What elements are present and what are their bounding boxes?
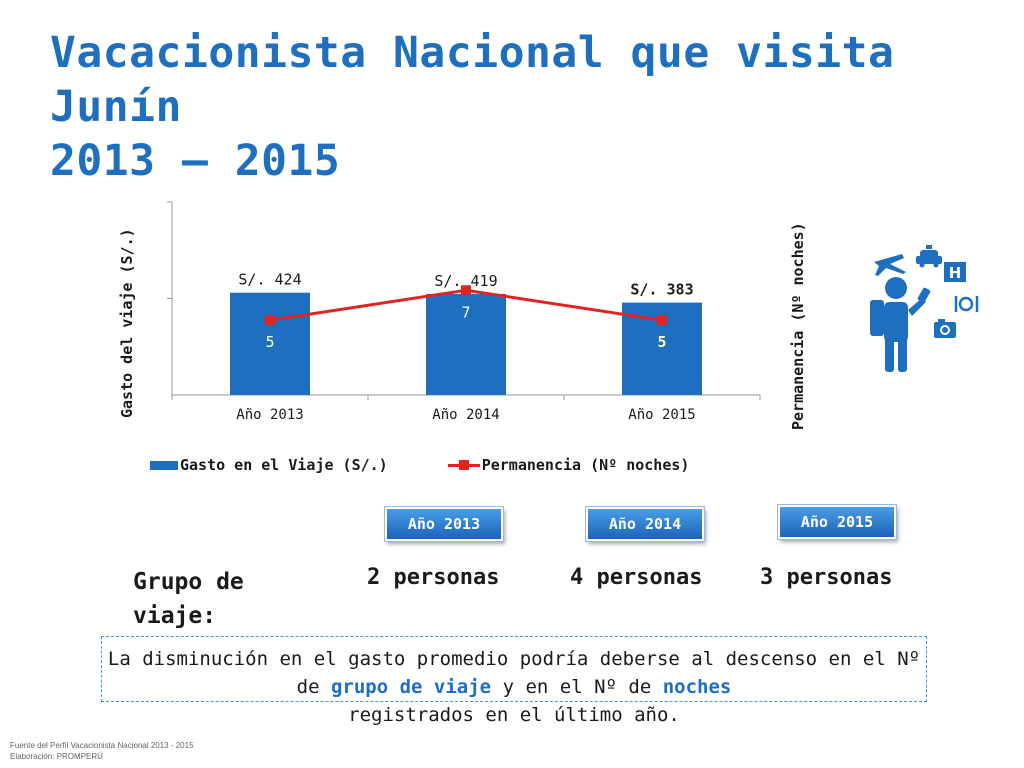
bar-label-2: S/. 383 [630,281,693,299]
group-label: Grupo de viaje: [133,569,244,629]
year-badge-2013: Año 2013 [385,507,503,541]
source-line-1: Fuente del Perfil Vacacionista Nacional … [10,741,194,750]
title-line-1: Vacacionista Nacional que visita [50,28,895,78]
legend-label-permanencia: Permanencia (Nº noches) [481,456,690,474]
airplane-icon [874,254,906,276]
source-note: Fuente del Perfil Vacacionista Nacional … [10,740,194,762]
page-title: Vacacionista Nacional que visita Junín 2… [50,26,990,188]
y-axis-right-label: Permanencia (Nº noches) [789,222,807,430]
note-highlight-nights: noches [662,676,732,698]
legend-label-gasto: Gasto en el Viaje (S/.) [180,456,388,474]
line-label-0: 5 [265,333,274,351]
group-value-2013: 2 personas [367,565,500,590]
bar-1 [426,293,506,395]
x-tick-label-1: Año 2014 [432,407,499,423]
x-tick-label-2: Año 2015 [628,407,695,423]
svg-text:H: H [949,264,962,282]
line-point-1 [461,285,471,296]
line-label-2: 5 [657,333,666,351]
traveler-icon: H [870,245,979,372]
title-line-3: 2013 – 2015 [50,136,341,186]
note-text-3: registrados en el último año. [348,704,680,726]
restaurant-icon [954,296,979,312]
title-line-2: Junín [50,82,182,132]
bar-label-1: S/. 419 [434,272,497,290]
line-point-0 [265,315,275,326]
chart-legend: Gasto en el Viaje (S/.) Permanencia (Nº … [150,456,749,474]
note-highlight-group: grupo de viaje [330,676,492,698]
group-value-2015: 3 personas [760,565,893,590]
combo-chart: S/. 424 Año 2013 S/. 419 Año 2014 S/. 383 Año… [167,201,761,423]
camera-icon [934,319,956,338]
conclusion-note: La disminución en el gasto promedio podr… [101,636,927,726]
source-line-2: Elaboración: PROMPERÚ [10,752,103,761]
line-point-2 [657,315,667,326]
group-value-2014: 4 personas [570,565,703,590]
x-tick-label-0: Año 2013 [236,407,303,423]
bar-label-0: S/. 424 [238,271,301,289]
note-text-2: y en el Nº de [491,676,663,698]
legend-swatch-bar [150,460,178,470]
line-label-1: 7 [461,303,470,321]
person-icon [870,277,931,372]
legend-item-permanencia: Permanencia (Nº noches) [447,456,690,474]
taxi-icon [916,245,942,268]
y-axis-left-label: Gasto del viaje (S/.) [118,228,136,418]
year-badge-2015: Año 2015 [778,505,896,539]
legend-swatch-line [447,459,480,471]
hotel-icon: H [944,262,966,282]
year-badge-2014: Año 2014 [586,507,704,541]
note-text-1: La disminución en el gasto promedio podr… [107,648,921,698]
legend-item-gasto: Gasto en el Viaje (S/.) [150,456,388,474]
bar-0 [230,292,310,395]
